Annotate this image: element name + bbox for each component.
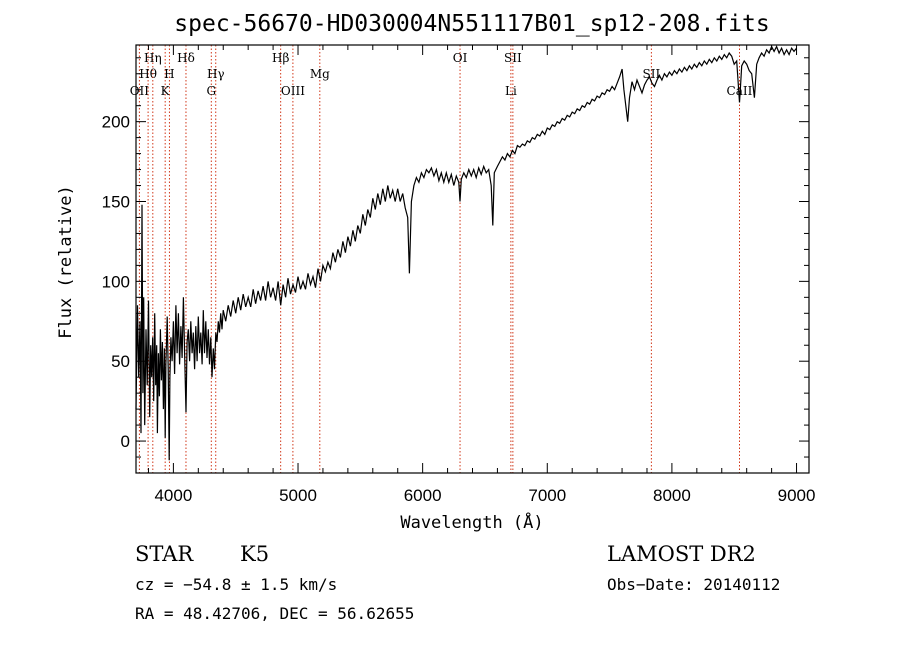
x-tick-label: 9000 (778, 486, 816, 505)
x-tick-label: 4000 (154, 486, 192, 505)
y-tick-label: 150 (102, 193, 130, 212)
line-marker-label-15: CaII (727, 84, 753, 98)
y-tick-label: 0 (121, 432, 130, 451)
line-marker-label-7: Hγ (207, 67, 225, 81)
y-tick-label: 50 (111, 352, 130, 371)
observation-date: Obs−Date: 20140112 (607, 575, 780, 594)
x-tick-label: 6000 (404, 486, 442, 505)
line-marker-label-12: Li (505, 84, 517, 98)
line-marker-label-0: OII (130, 84, 150, 98)
spectrum-series-line (135, 45, 797, 461)
axis-ticks: 4000 5000 6000 7000 8000 9000 0 50 100 150 200 (102, 45, 816, 505)
x-tick-label: 8000 (653, 486, 691, 505)
y-tick-label: 100 (102, 272, 130, 291)
line-marker-label-3: K (161, 84, 171, 98)
x-tick-label: 5000 (279, 486, 317, 505)
line-marker-label-5: Hδ (177, 51, 195, 65)
plot-frame (135, 44, 810, 474)
line-marker-label-2: Hη (144, 51, 162, 65)
x-axis-label: Wavelength (Å) (400, 511, 543, 533)
object-type: STAR (135, 542, 194, 566)
line-marker-label-13: SII (504, 51, 522, 65)
spectral-subclass: K5 (240, 542, 269, 566)
line-marker-label-10: Mg (310, 67, 330, 81)
line-marker-label-14: SII (642, 67, 660, 81)
line-marker-label-8: Hβ (272, 51, 289, 65)
survey-name: LAMOST DR2 (607, 542, 756, 566)
x-tick-label: 7000 (528, 486, 566, 505)
coordinates-readout: RA = 48.42706, DEC = 56.62655 (135, 604, 414, 623)
redshift-readout: cz = −54.8 ± 1.5 km/s (135, 575, 337, 594)
line-marker-label-4: H (164, 67, 174, 81)
y-tick-label: 200 (102, 113, 130, 132)
chart-title: spec-56670-HD030004N551117B01_sp12-208.f… (174, 11, 769, 37)
line-marker-label-9: OIII (281, 84, 305, 98)
y-axis-label: Flux (relative) (56, 185, 76, 339)
line-marker-label-6: G (206, 84, 216, 98)
line-marker-label-11: OI (453, 51, 468, 65)
line-marker-label-1: Hθ (139, 67, 157, 81)
